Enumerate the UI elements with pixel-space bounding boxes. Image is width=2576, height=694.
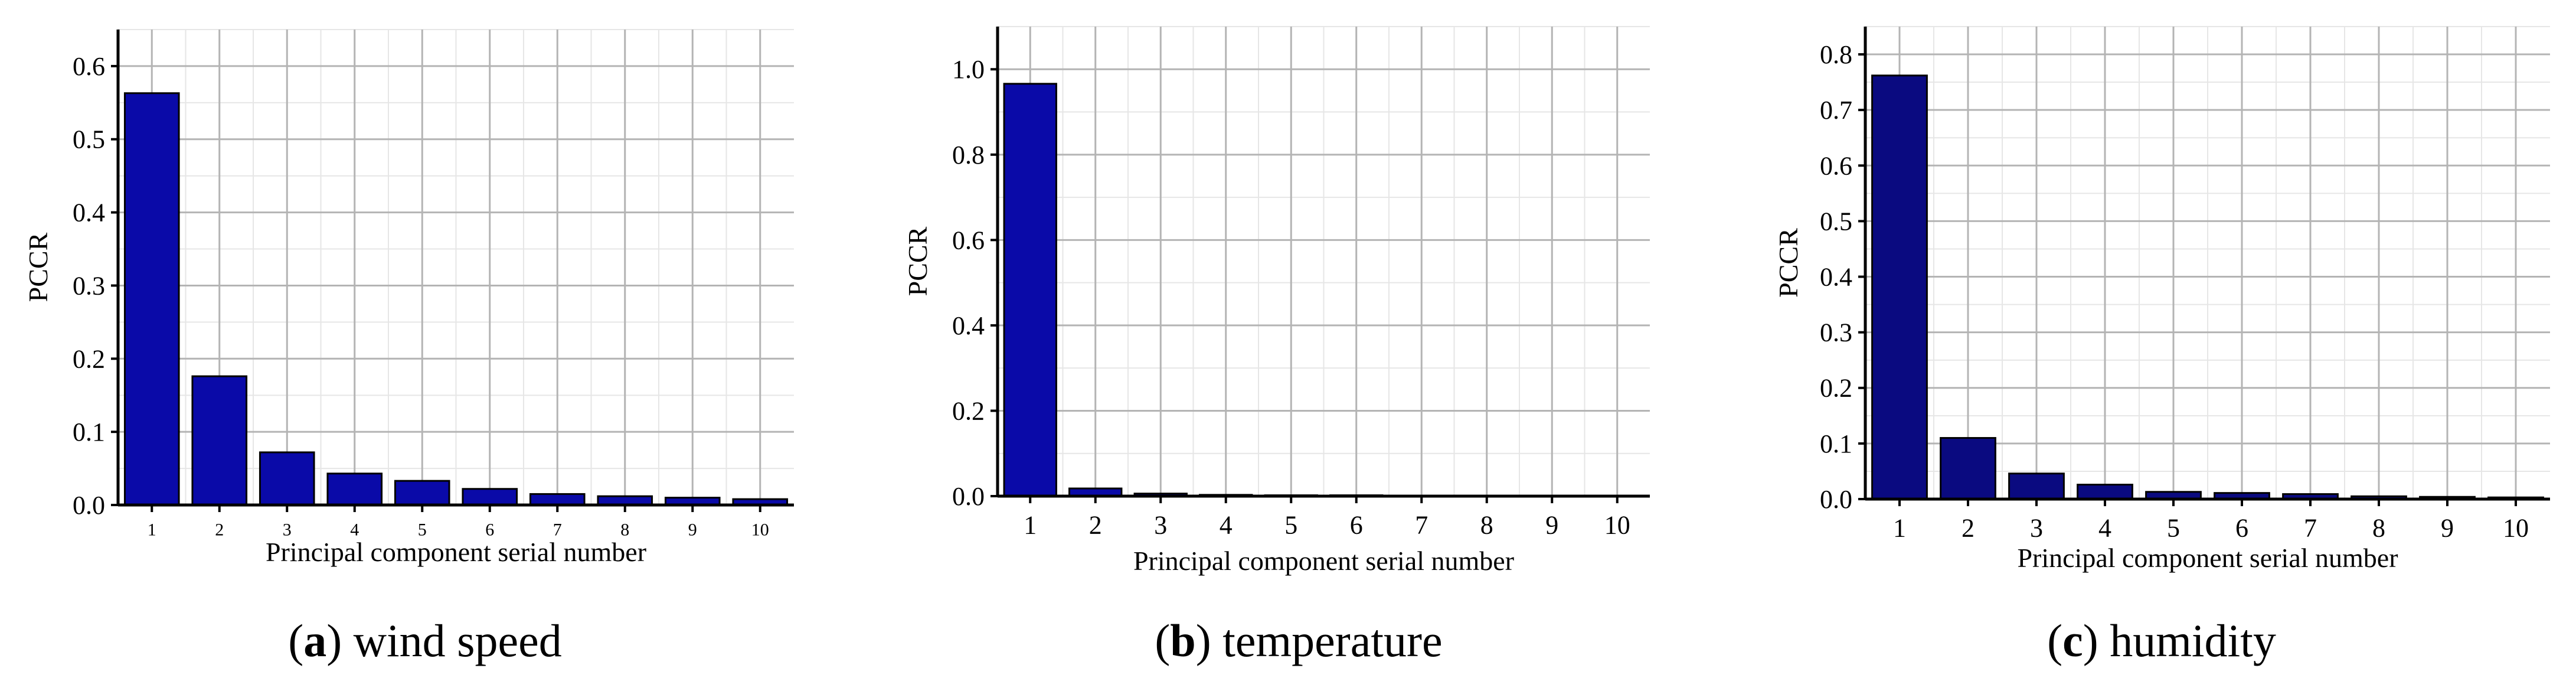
y-axis-label: PCCR <box>903 226 933 296</box>
x-tick-label: 10 <box>751 520 769 540</box>
bar-2 <box>1940 436 1996 500</box>
x-axis-label: Principal component serial number <box>266 537 646 567</box>
x-tick-label: 6 <box>2235 513 2248 542</box>
chart-panel-temperature: 0.0 0.2 0.4 0.6 0.8 1.0 1 2 3 4 5 6 7 8 9 10 Principal c… <box>874 0 1724 694</box>
y-tick-label: 0.4 <box>952 311 985 340</box>
y-tick-label: 0.2 <box>1820 374 1852 403</box>
y-tick-label: 0.5 <box>1820 207 1852 236</box>
bar-3 <box>259 451 315 506</box>
x-tick-label: 8 <box>2372 513 2385 542</box>
chart-panel-humidity: 0.0 0.1 0.2 0.3 0.4 0.5 0.6 0.7 0.8 1 2 3 4 5 6 7 8 9 10 Pr… <box>1747 0 2576 694</box>
x-tick-label: 5 <box>2167 513 2180 542</box>
y-tick-label: 0.6 <box>952 226 985 255</box>
x-tick-label: 4 <box>1220 510 1233 539</box>
x-tick-label: 10 <box>2503 513 2529 542</box>
x-tick-label: 1 <box>1893 513 1906 542</box>
x-tick-label: 1 <box>148 520 156 540</box>
x-tick-label: 9 <box>688 520 697 540</box>
y-tick-label: 0.0 <box>1820 485 1852 514</box>
caption-text: humidity <box>2110 615 2276 666</box>
bar-5 <box>394 480 450 506</box>
caption-text: temperature <box>1222 615 1443 666</box>
y-tick-label: 0.2 <box>73 344 105 373</box>
x-tick-label: 9 <box>2441 513 2454 542</box>
x-tick-label: 8 <box>1480 510 1493 539</box>
y-tick-label: 0.6 <box>73 52 105 81</box>
bar-3 <box>2008 473 2065 500</box>
x-tick-label: 6 <box>485 520 494 540</box>
x-axis-label: Principal component serial number <box>2017 543 2398 573</box>
bar-chart-temperature: 0.0 0.2 0.4 0.6 0.8 1.0 1 2 3 4 5 6 7 8 9 10 Principal c… <box>903 26 1650 576</box>
x-tick-label: 9 <box>1545 510 1558 539</box>
y-tick-label: 0.2 <box>952 396 985 425</box>
x-tick-label: 5 <box>418 520 427 540</box>
y-tick-label: 0.1 <box>1820 429 1852 458</box>
x-tick-label: 2 <box>1962 513 1975 542</box>
y-tick-label: 0.3 <box>73 271 105 300</box>
y-tick-label: 0.4 <box>1820 262 1852 291</box>
chart-panel-wind-speed: 0.0 0.1 0.2 0.3 0.4 0.5 0.6 1 2 3 4 5 6 7 8 9 10 Principa… <box>0 0 850 694</box>
caption-humidity: (c) humidity <box>2047 615 2276 666</box>
x-tick-label: 1 <box>1024 510 1037 539</box>
x-tick-label: 3 <box>2030 513 2043 542</box>
caption-letter: b <box>1170 615 1196 666</box>
x-tick-label: 10 <box>1604 510 1630 539</box>
bar-chart-wind-speed: 0.0 0.1 0.2 0.3 0.4 0.5 0.6 1 2 3 4 5 6 7 8 9 10 Principa… <box>23 29 794 567</box>
y-tick-label: 0.1 <box>73 418 105 447</box>
caption-text: wind speed <box>353 615 562 666</box>
y-axis-label: PCCR <box>1773 228 1803 298</box>
y-tick-label: 0.7 <box>1820 96 1852 125</box>
x-tick-label: 3 <box>283 520 292 540</box>
bar-1 <box>1871 74 1928 500</box>
caption-temperature: (b) temperature <box>1155 615 1443 666</box>
bar-chart-humidity: 0.0 0.1 0.2 0.3 0.4 0.5 0.6 0.7 0.8 1 2 3 4 5 6 7 8 9 10 Pr… <box>1773 26 2550 573</box>
x-tick-label: 8 <box>620 520 629 540</box>
bar-2 <box>191 375 248 506</box>
y-tick-label: 1.0 <box>952 55 985 84</box>
y-tick-label: 0.8 <box>1820 40 1852 69</box>
x-tick-label: 3 <box>1154 510 1167 539</box>
x-tick-label: 7 <box>553 520 562 540</box>
bar-4 <box>2077 484 2133 500</box>
x-tick-label: 2 <box>1089 510 1102 539</box>
bar-6 <box>462 488 518 506</box>
x-tick-label: 2 <box>215 520 224 540</box>
y-tick-label: 0.8 <box>952 141 985 170</box>
x-tick-label: 5 <box>1284 510 1297 539</box>
caption-wind-speed: (a) wind speed <box>288 615 562 666</box>
x-tick-label: 4 <box>350 520 359 540</box>
bar-4 <box>326 473 383 506</box>
y-tick-label: 0.0 <box>73 491 105 520</box>
caption-letter: c <box>2062 615 2083 666</box>
x-tick-label: 6 <box>1350 510 1363 539</box>
x-tick-label: 7 <box>2304 513 2317 542</box>
x-tick-label: 7 <box>1415 510 1428 539</box>
x-tick-label: 4 <box>2098 513 2111 542</box>
y-tick-label: 0.4 <box>73 198 105 227</box>
bar-7 <box>529 493 586 506</box>
y-tick-label: 0.6 <box>1820 151 1852 180</box>
y-axis-label: PCCR <box>23 232 53 302</box>
y-tick-label: 0.3 <box>1820 318 1852 347</box>
bar-1 <box>1003 83 1057 497</box>
y-tick-label: 0.5 <box>73 125 105 154</box>
x-axis-label: Principal component serial number <box>1133 546 1514 576</box>
y-tick-label: 0.0 <box>952 482 985 511</box>
bar-1 <box>123 92 180 506</box>
caption-letter: a <box>303 615 327 666</box>
